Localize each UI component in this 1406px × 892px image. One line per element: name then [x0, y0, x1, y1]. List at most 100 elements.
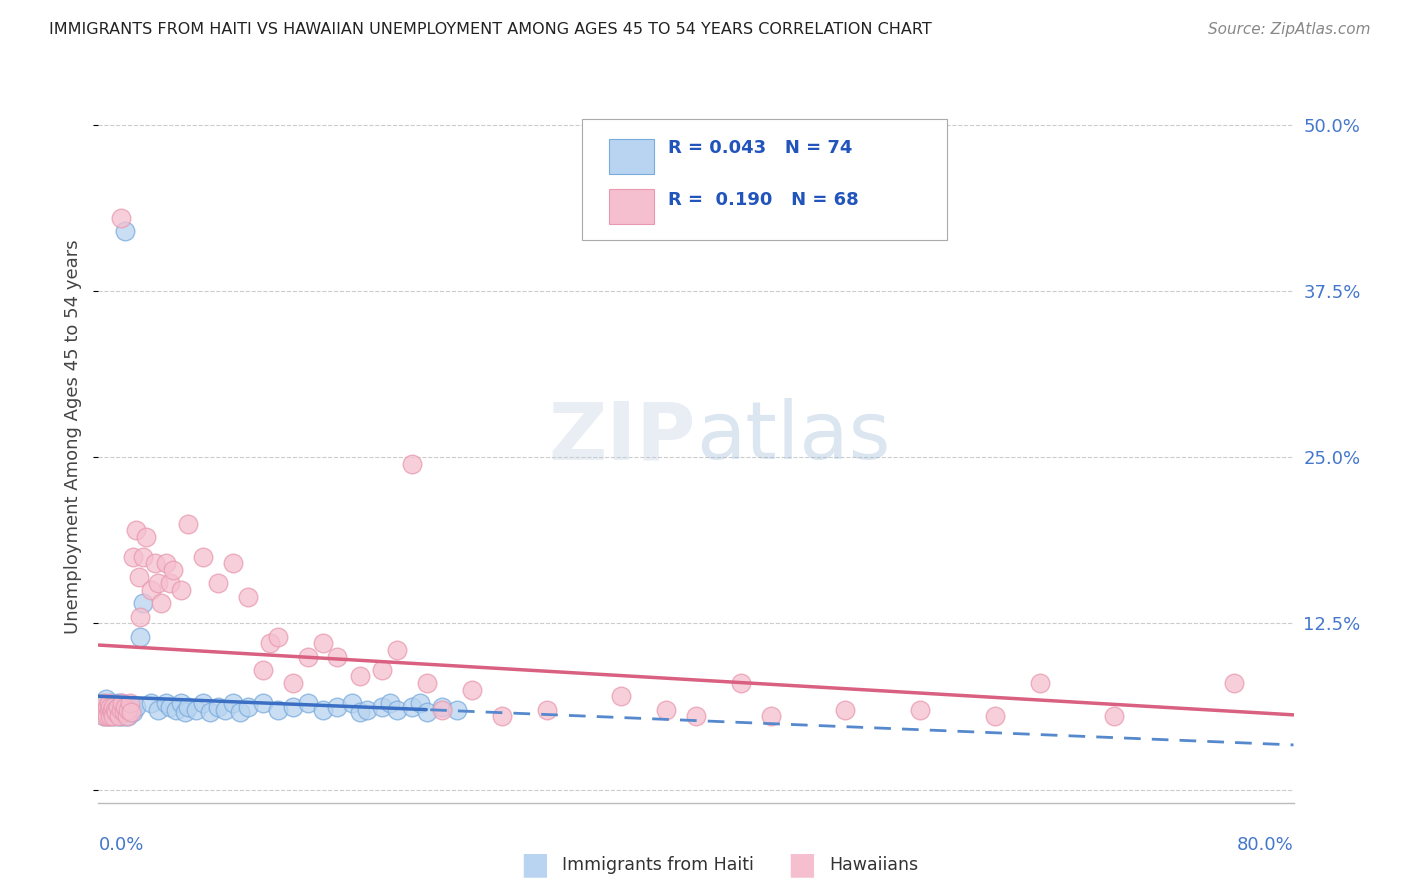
Point: [155, 557, 177, 571]
Point: [655, 703, 678, 717]
Point: [97, 703, 120, 717]
Point: [101, 703, 124, 717]
Point: [148, 576, 170, 591]
Point: [491, 709, 513, 723]
Point: [191, 549, 214, 564]
Point: [236, 590, 259, 604]
Point: [100, 709, 122, 723]
Point: [297, 649, 319, 664]
Point: [267, 703, 290, 717]
Point: [349, 669, 371, 683]
Point: [408, 696, 430, 710]
Point: [401, 700, 423, 714]
Point: [91, 696, 114, 710]
Point: [222, 696, 245, 710]
Point: [90, 703, 112, 717]
Point: [93, 700, 115, 714]
Point: [117, 703, 139, 717]
Point: [110, 703, 132, 717]
Point: [104, 703, 127, 717]
Point: [252, 663, 274, 677]
Point: [610, 690, 633, 704]
Point: [94, 692, 117, 706]
Point: [371, 663, 394, 677]
Point: [385, 643, 409, 657]
Point: [177, 516, 200, 531]
Point: [100, 700, 122, 714]
Point: [281, 700, 304, 714]
Point: [114, 224, 136, 238]
Point: [97, 706, 120, 720]
Point: [139, 696, 162, 710]
Point: [536, 703, 558, 717]
Point: [111, 709, 134, 723]
Point: [101, 703, 124, 717]
Point: [91, 700, 114, 714]
Point: [222, 557, 245, 571]
Point: [112, 706, 135, 720]
Point: [103, 700, 125, 714]
Point: [1028, 676, 1050, 690]
Point: [114, 700, 136, 714]
Point: [120, 706, 142, 720]
Point: [252, 696, 274, 710]
Point: [94, 703, 117, 717]
Point: [730, 676, 752, 690]
Text: Hawaiians: Hawaiians: [830, 856, 918, 874]
Point: [326, 700, 349, 714]
Point: [94, 706, 117, 720]
Point: [132, 549, 155, 564]
Point: [416, 706, 439, 720]
Point: [430, 703, 453, 717]
Point: [101, 706, 124, 720]
Point: [118, 700, 141, 714]
Point: [297, 696, 319, 710]
Point: [110, 211, 132, 225]
Text: R = 0.043   N = 74: R = 0.043 N = 74: [668, 139, 853, 158]
Point: [159, 700, 181, 714]
Point: [104, 709, 127, 723]
Point: [143, 557, 166, 571]
Text: 80.0%: 80.0%: [1237, 836, 1294, 854]
Point: [281, 676, 304, 690]
Point: [385, 703, 409, 717]
Point: [90, 706, 112, 720]
Point: [96, 709, 118, 723]
Point: [1104, 709, 1126, 723]
Point: [111, 696, 134, 710]
Point: [416, 676, 439, 690]
Point: [155, 696, 177, 710]
Point: [128, 570, 150, 584]
Point: [132, 596, 155, 610]
Bar: [609, 189, 654, 224]
Point: [112, 703, 135, 717]
Point: [342, 696, 364, 710]
Point: [105, 706, 128, 720]
Point: [107, 703, 129, 717]
Point: [115, 703, 138, 717]
Point: [236, 700, 259, 714]
Point: [908, 703, 931, 717]
Point: [108, 706, 131, 720]
Point: [117, 709, 139, 723]
Point: [103, 706, 125, 720]
Point: [984, 709, 1007, 723]
Point: [125, 523, 148, 537]
Point: [125, 700, 148, 714]
Point: [267, 630, 290, 644]
Point: [135, 530, 157, 544]
Point: [121, 706, 143, 720]
Point: [97, 703, 120, 717]
Point: [430, 700, 453, 714]
Point: [184, 703, 207, 717]
Text: atlas: atlas: [696, 398, 890, 476]
Point: [114, 700, 136, 714]
Point: [129, 630, 152, 644]
Text: IMMIGRANTS FROM HAITI VS HAWAIIAN UNEMPLOYMENT AMONG AGES 45 TO 54 YEARS CORRELA: IMMIGRANTS FROM HAITI VS HAWAIIAN UNEMPL…: [49, 22, 932, 37]
Point: [105, 700, 128, 714]
Point: [229, 706, 252, 720]
Point: [259, 636, 281, 650]
Point: [326, 649, 349, 664]
Point: [121, 549, 143, 564]
Point: [107, 696, 129, 710]
